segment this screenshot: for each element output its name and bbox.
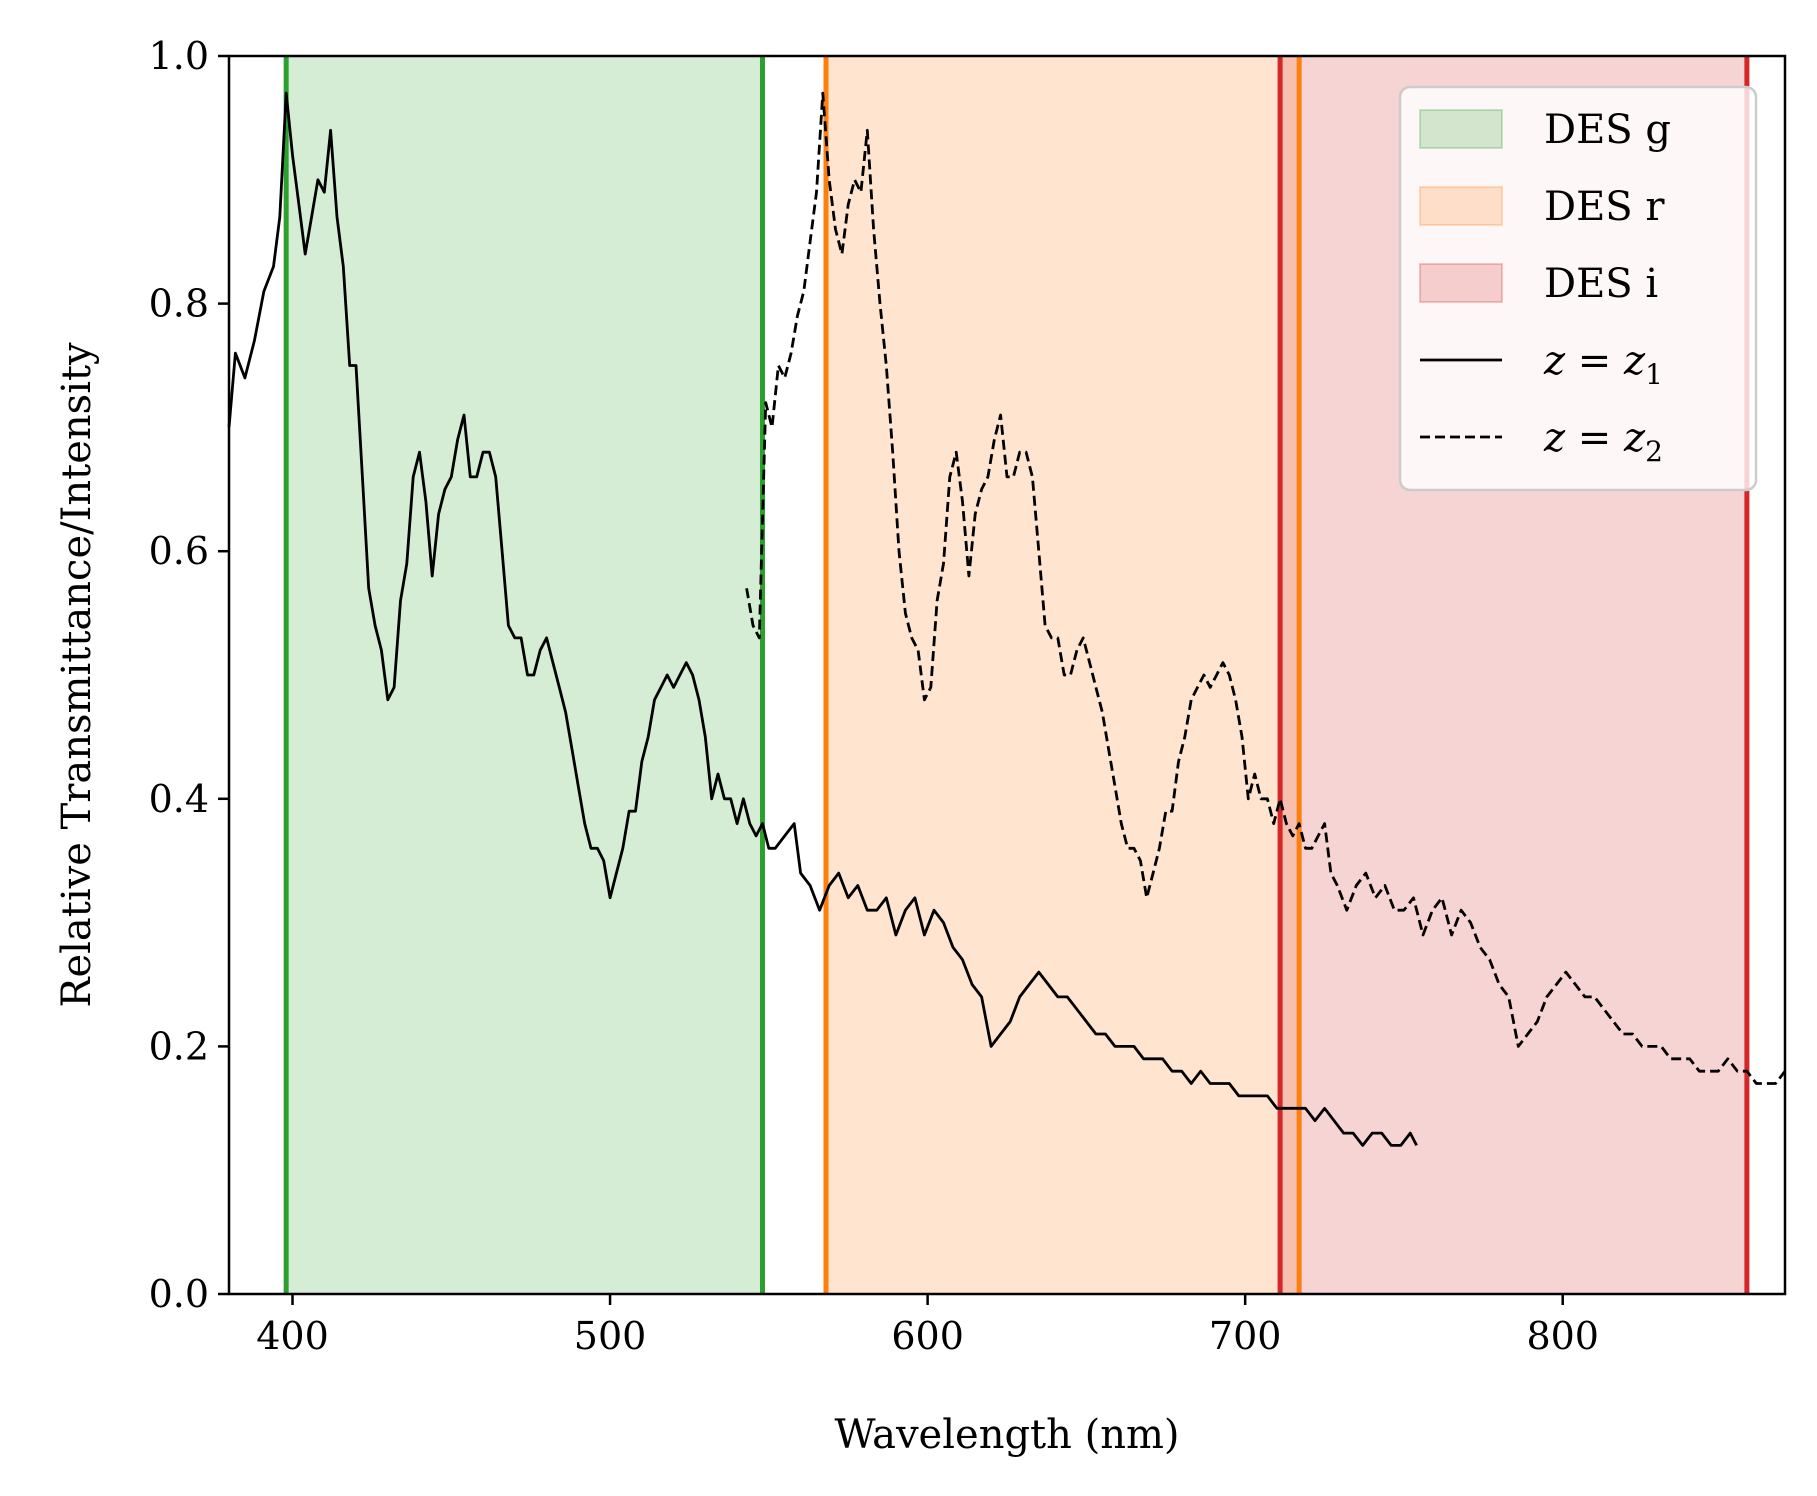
x-tick-label: 500: [574, 1314, 647, 1358]
legend-label: z = z2: [1543, 415, 1663, 468]
x-tick-label: 400: [256, 1314, 329, 1358]
y-tick-label: 0.0: [149, 1272, 209, 1316]
x-tick-label: 800: [1526, 1314, 1599, 1358]
y-axis-ticks: 0.0 0.2 0.4 0.6 0.8 1.0: [149, 34, 229, 1316]
legend-label: DES r: [1544, 184, 1665, 230]
legend-swatch-des-r: [1420, 187, 1502, 225]
y-tick-label: 0.6: [149, 529, 209, 573]
y-tick-label: 0.2: [149, 1024, 209, 1068]
legend-label: DES g: [1544, 107, 1671, 153]
legend-swatch-des-g: [1420, 110, 1502, 148]
x-tick-label: 700: [1209, 1314, 1282, 1358]
y-tick-label: 0.8: [149, 282, 209, 326]
legend-label: z = z1: [1543, 338, 1663, 391]
y-tick-label: 1.0: [149, 34, 209, 78]
y-tick-label: 0.4: [149, 777, 209, 821]
x-tick-label: 600: [891, 1314, 964, 1358]
legend-label: DES i: [1544, 261, 1658, 307]
x-axis-ticks: 400 500 600 700 800: [256, 1294, 1599, 1358]
legend: DES g DES r DES i z = z1 z = z2: [1400, 87, 1756, 490]
y-axis-label: Relative Transmittance/Intensity: [54, 342, 100, 1008]
x-axis-label: Wavelength (nm): [834, 1412, 1179, 1458]
legend-swatch-des-i: [1420, 264, 1502, 302]
